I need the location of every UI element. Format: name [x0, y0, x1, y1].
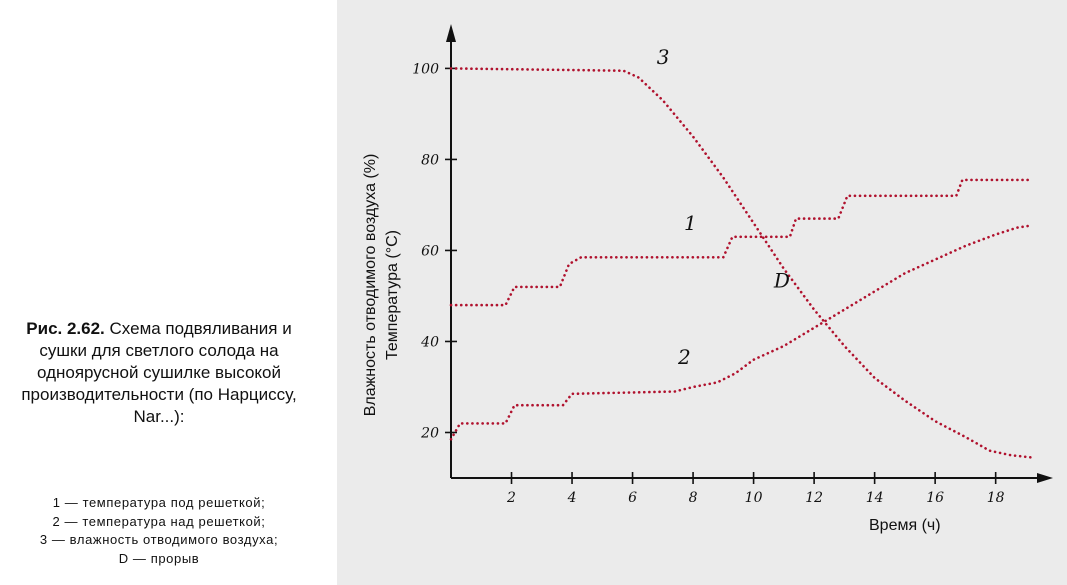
series-line-1 [449, 178, 1034, 307]
y-tick-label: 40 [420, 334, 439, 350]
x-tick-label: 2 [506, 490, 516, 506]
y-axis-label: Влажность отводимого воздуха (%) [362, 154, 379, 417]
legend-number: 3 [39, 532, 48, 547]
y-tick-label: 100 [412, 61, 439, 77]
legend-text: — прорыв [128, 550, 200, 566]
legend-item: 1 — температура под решеткой; [0, 494, 318, 513]
series-line-3 [449, 67, 1034, 459]
x-tick-label: 18 [987, 490, 1005, 506]
y-tick-label: 20 [420, 425, 439, 441]
legend-item: 2 — температура над решеткой; [0, 513, 318, 532]
legend-number: D [118, 550, 129, 566]
x-tick-label: 10 [745, 490, 763, 506]
x-tick-label: 14 [866, 490, 884, 506]
breakthrough-label: D [773, 269, 790, 293]
series-label-3: 3 [657, 45, 670, 69]
legend-number: 2 [52, 513, 61, 529]
y-axis-arrow-icon [446, 24, 456, 42]
legend-number: 1 [52, 495, 61, 510]
labels-layer: 1 2 3 D [657, 45, 790, 369]
series-label-2: 2 [677, 345, 691, 369]
legend-item: 3 — влажность отводимого воздуха; [0, 531, 318, 550]
legend: 1 — температура под решеткой; 2 — темпер… [0, 494, 318, 568]
caption-title: Рис. 2.62. Схема подвяливания и сушки дл… [14, 318, 304, 428]
series-layer [449, 67, 1034, 459]
x-tick-label: 6 [628, 490, 637, 506]
axes [446, 24, 1053, 483]
x-axis-label: Время (ч) [869, 517, 941, 534]
legend-text: — температура над решеткой; [60, 513, 266, 529]
legend-text: — температура под решеткой; [60, 495, 266, 510]
x-tick-label: 12 [805, 490, 823, 506]
x-tick-label: 8 [689, 490, 698, 506]
y-axis-label-secondary: Температура (°С) [384, 230, 401, 360]
x-axis-arrow-icon [1037, 473, 1053, 483]
legend-text: — влажность отводимого воздуха; [47, 532, 279, 547]
y-tick-label: 60 [421, 243, 439, 259]
figure-title: Схема подвяливания и сушки для светлого … [21, 319, 297, 426]
legend-item: D — прорыв [0, 550, 318, 569]
x-tick-label: 4 [567, 490, 577, 506]
figure-number: Рис. 2.62. [26, 319, 105, 338]
series-line-2 [449, 224, 1034, 441]
series-label-1: 1 [684, 211, 697, 235]
figure-caption: Рис. 2.62. Схема подвяливания и сушки дл… [0, 318, 318, 428]
y-tick-label: 80 [421, 152, 439, 168]
x-tick-label: 16 [926, 490, 944, 506]
